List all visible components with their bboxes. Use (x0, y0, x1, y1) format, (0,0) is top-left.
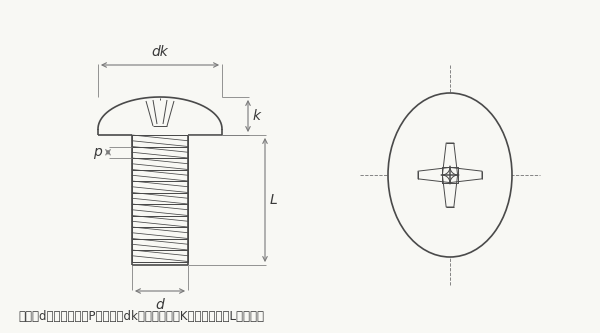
Text: 说明：d（螺纹直径）P（牙距）dk（头部直径）K（头部高度）L（长度）: 说明：d（螺纹直径）P（牙距）dk（头部直径）K（头部高度）L（长度） (18, 310, 264, 323)
Ellipse shape (388, 93, 512, 257)
Text: L: L (270, 193, 278, 207)
Text: dk: dk (152, 45, 169, 59)
Text: d: d (155, 298, 164, 312)
Text: p: p (93, 145, 102, 159)
Text: k: k (253, 109, 261, 123)
